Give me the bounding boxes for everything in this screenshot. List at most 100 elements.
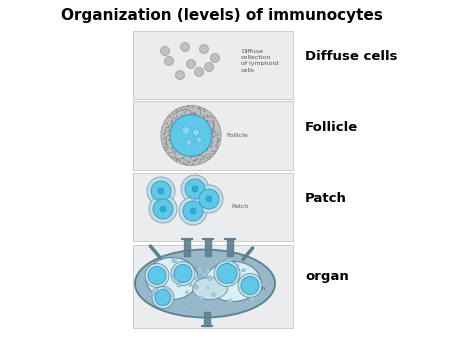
Circle shape — [202, 272, 207, 277]
Circle shape — [149, 195, 177, 223]
Circle shape — [207, 115, 208, 116]
Circle shape — [178, 110, 180, 112]
Circle shape — [171, 120, 172, 122]
Circle shape — [212, 293, 216, 297]
Circle shape — [206, 196, 212, 202]
Circle shape — [216, 146, 218, 148]
Circle shape — [166, 122, 168, 124]
Circle shape — [145, 264, 169, 288]
Text: Patch: Patch — [231, 204, 248, 210]
Circle shape — [151, 181, 171, 201]
Circle shape — [186, 109, 188, 111]
Circle shape — [195, 185, 223, 213]
Circle shape — [151, 291, 155, 295]
Circle shape — [194, 68, 203, 76]
Circle shape — [179, 197, 207, 225]
Circle shape — [209, 262, 212, 264]
Circle shape — [196, 137, 202, 143]
Circle shape — [183, 201, 203, 221]
Circle shape — [171, 148, 173, 150]
Circle shape — [171, 119, 173, 121]
Circle shape — [163, 133, 165, 135]
Circle shape — [207, 120, 208, 122]
Circle shape — [194, 160, 196, 162]
Circle shape — [213, 123, 215, 125]
Circle shape — [199, 155, 201, 156]
Circle shape — [167, 146, 169, 148]
FancyBboxPatch shape — [133, 173, 293, 241]
Circle shape — [171, 278, 175, 281]
Circle shape — [200, 110, 202, 111]
Circle shape — [195, 159, 197, 161]
Circle shape — [238, 273, 262, 297]
Circle shape — [212, 142, 213, 143]
Circle shape — [176, 282, 181, 287]
Circle shape — [206, 269, 210, 273]
Text: Follicle: Follicle — [226, 133, 248, 138]
Circle shape — [176, 71, 184, 79]
Circle shape — [214, 131, 216, 132]
Circle shape — [209, 153, 211, 155]
Circle shape — [199, 189, 219, 209]
Circle shape — [167, 131, 169, 133]
Circle shape — [193, 160, 194, 162]
Circle shape — [182, 126, 190, 135]
Circle shape — [176, 157, 177, 159]
Circle shape — [167, 135, 169, 137]
Circle shape — [213, 126, 215, 128]
Text: Organization (levels) of immunocytes: Organization (levels) of immunocytes — [61, 8, 383, 23]
Circle shape — [175, 112, 177, 114]
Text: Follicle: Follicle — [305, 121, 358, 134]
Circle shape — [185, 163, 187, 165]
Circle shape — [215, 260, 218, 263]
Text: Diffuse cells: Diffuse cells — [305, 50, 397, 63]
Circle shape — [175, 118, 177, 120]
Circle shape — [165, 136, 167, 138]
Circle shape — [152, 287, 174, 309]
Circle shape — [185, 291, 189, 294]
Circle shape — [172, 117, 174, 119]
Circle shape — [211, 53, 220, 63]
Circle shape — [184, 111, 186, 113]
FancyBboxPatch shape — [133, 31, 293, 99]
Circle shape — [175, 153, 176, 155]
Circle shape — [199, 45, 208, 53]
Circle shape — [166, 139, 167, 140]
Circle shape — [203, 303, 207, 307]
Circle shape — [164, 132, 166, 134]
Circle shape — [153, 288, 158, 293]
Circle shape — [204, 111, 206, 113]
Circle shape — [209, 156, 211, 158]
Circle shape — [218, 139, 220, 141]
Circle shape — [187, 161, 189, 163]
Circle shape — [217, 133, 219, 135]
Circle shape — [148, 266, 166, 285]
Circle shape — [243, 282, 248, 287]
Circle shape — [207, 116, 209, 118]
Circle shape — [198, 107, 199, 109]
Circle shape — [185, 159, 187, 161]
Circle shape — [168, 139, 170, 141]
Circle shape — [176, 110, 177, 111]
Circle shape — [165, 56, 174, 66]
Circle shape — [180, 43, 189, 51]
Circle shape — [171, 147, 173, 149]
Circle shape — [225, 259, 230, 263]
Circle shape — [207, 287, 209, 289]
Circle shape — [206, 154, 207, 155]
Circle shape — [163, 138, 165, 139]
Circle shape — [212, 122, 213, 124]
Circle shape — [172, 274, 175, 277]
Circle shape — [190, 112, 192, 114]
Text: Patch: Patch — [305, 192, 347, 206]
Circle shape — [192, 186, 198, 192]
Circle shape — [169, 116, 171, 117]
Circle shape — [156, 271, 160, 275]
Circle shape — [173, 113, 175, 115]
Circle shape — [195, 113, 197, 114]
Circle shape — [202, 158, 204, 160]
Circle shape — [164, 146, 166, 148]
Circle shape — [166, 127, 168, 128]
Circle shape — [217, 138, 219, 139]
Circle shape — [189, 304, 193, 307]
